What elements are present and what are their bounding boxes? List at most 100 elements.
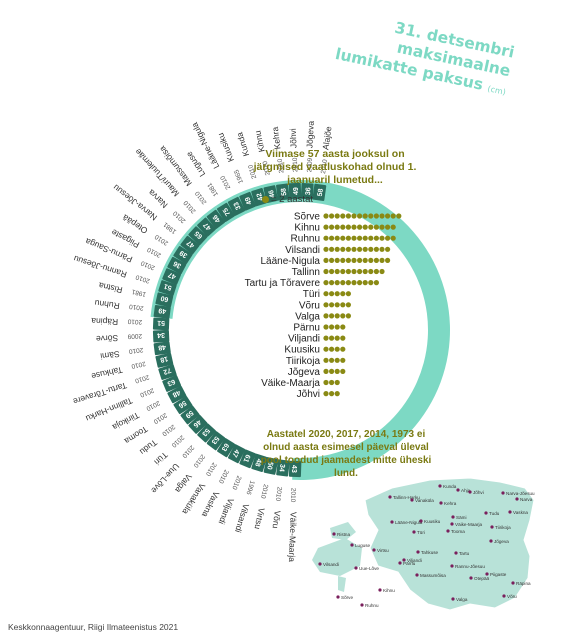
ring-bar-box [158,280,177,296]
ring-label-year: 2010 [134,373,150,384]
ring-bar-box [155,352,174,368]
ring-bar-value: 47 [202,221,212,232]
map-station-dot [438,484,442,488]
ring-label-year: 2010 [277,158,286,174]
ring-bar-box [162,375,182,392]
ring-label-name: Tahkuse [90,365,123,382]
ring-label-name: Viljandi [217,497,237,526]
ring-bar-value: 39 [179,249,189,259]
map-station-label: Ristna [337,532,350,537]
ring-bar-box [206,209,226,229]
map-station-dot [511,581,515,585]
ring-label-year: 2010 [135,273,151,284]
map-station-dot [388,495,392,499]
dot-mark [385,257,391,263]
dot-mark [368,246,374,252]
ring-bar-box [162,268,182,285]
dot-mark [373,280,379,286]
map-station-dot [485,572,489,576]
map-station-dot [419,519,423,523]
dot-mark [334,335,340,341]
ring-bar-box [276,183,290,201]
ring-bar-value: 36 [172,259,182,269]
map-station-dot [332,532,336,536]
ring-bar-box [153,304,171,319]
dot-row-label: Võru [299,300,320,311]
ring-label-year: 2009 [306,157,314,172]
ring-bar-value: 61 [242,453,251,463]
ring-bar-value: 48 [171,388,181,398]
dot-row-label: Türi [303,289,320,300]
map-station-dot [484,511,488,515]
ring-label: 2010 Räpina [91,316,143,327]
ring-bar-value: 65 [194,229,205,239]
ring-bar: 48 [153,341,171,356]
dot-mark [329,346,335,352]
map-station-label: Ahja [461,488,471,493]
map-station-dot [489,539,493,543]
dot-mark [373,246,379,252]
dot-mark [379,257,385,263]
chart-title-unit: (cm) [486,84,507,97]
ring-bar: 46 [188,414,208,434]
ring-label-year: 2010 [153,233,169,247]
map-station-dot [350,543,354,547]
map-station-dot [372,548,376,552]
ring-bar-value: 58 [317,188,325,197]
dot-mark [368,235,374,241]
dot-mark [385,246,391,252]
ring-bar-value: 46 [192,418,203,428]
ring-label-year: 2010 [139,386,155,398]
ring-bar-value: 47 [230,448,240,458]
map-station-label: Narva-Jõesuu [506,491,535,496]
ring-bar-box [180,405,200,425]
ring-label-name: Võru [271,510,283,529]
ring-label-name: Alajõe [320,125,333,150]
dot-mark [390,213,396,219]
map-station-label: Sämi [456,515,466,520]
map-station-label: Vilsandi [323,562,339,567]
map-station-label: Tahkuse [421,550,439,555]
ring-bar-box [188,226,208,246]
ring-label-year: 2010 [128,302,144,311]
dot-mark [329,257,335,263]
ring-bar-value: 59 [184,409,195,419]
ring-bar: 72 [158,364,177,380]
ring-bar-value: 53 [200,427,210,438]
map-station-label: Kihnu [383,588,395,593]
map-mainland [364,477,535,611]
dot-mark [323,257,329,263]
dot-mark [334,368,340,374]
ring-bar-value: 48 [253,458,262,468]
ring-bar: 47 [197,217,216,237]
map-station-label: Tallinn-Harku [393,495,420,500]
dot-mark [385,224,391,230]
map-station-label: Türi [417,530,425,535]
ring-bar-value: 46 [212,213,222,224]
dot-mark [323,291,329,297]
map-station-dot [502,594,506,598]
map-station-dot [415,573,419,577]
dot-mark [396,213,402,219]
ring-label-name: Narva-Jõesuu [111,182,159,222]
ring-label-name: Kehra [270,126,283,150]
ring-bar: 59 [180,405,200,425]
legend-label: = 2 aastat [271,194,313,205]
map-station-dot [446,529,450,533]
dot-mark [340,368,346,374]
ring-bar-value: 36 [305,187,312,195]
dot-mark [351,235,357,241]
ring-bar: 49 [239,191,256,211]
map-station-label: Uue-Lõve [359,566,379,571]
ring-bar-value: 48 [158,343,167,351]
ring-label-year: 1981 [131,288,147,298]
ring-label-name: Kunda [234,131,251,158]
ring-bar-box [155,292,174,308]
ring-bar: 50 [263,457,279,475]
ring-label-year: 2010 [130,360,146,370]
source-credit: Keskkonnaagentuur, Riigi Ilmateenistus 2… [8,622,179,632]
ring-bar: 47 [227,444,246,464]
dot-row-label: Ruhnu [291,234,320,245]
ring-bar: 65 [188,226,208,246]
